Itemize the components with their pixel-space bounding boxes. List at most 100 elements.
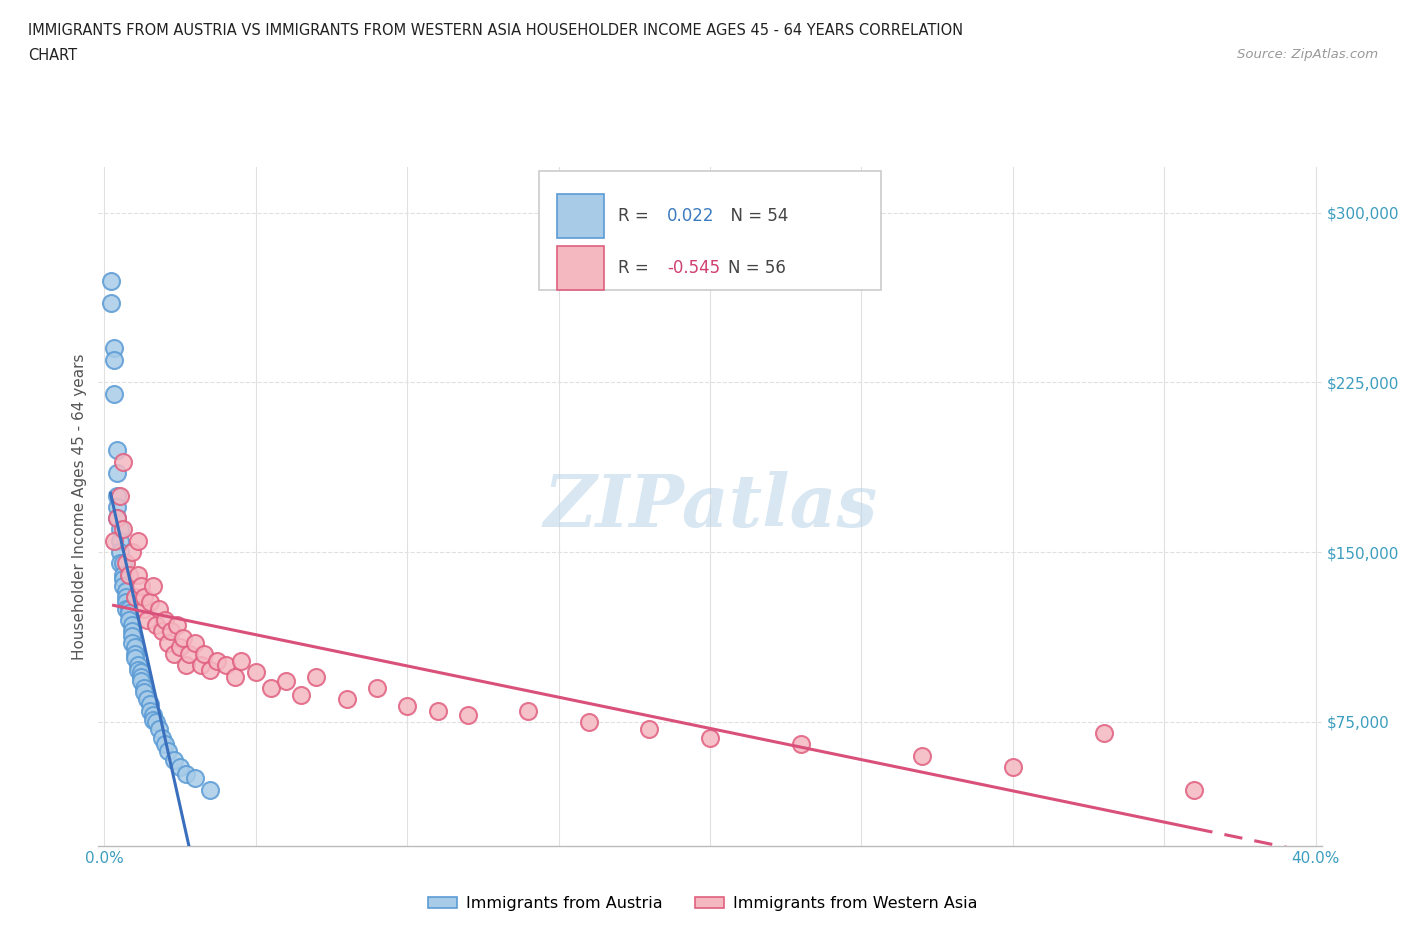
Point xyxy=(105,499,128,514)
Point xyxy=(121,545,143,560)
Text: 0.022: 0.022 xyxy=(668,207,714,225)
Point xyxy=(124,651,146,666)
Point xyxy=(124,646,146,661)
Point xyxy=(103,341,125,356)
Text: R =: R = xyxy=(619,207,654,225)
Point xyxy=(108,522,131,537)
Point xyxy=(1001,760,1024,775)
Y-axis label: Householder Income Ages 45 - 64 years: Householder Income Ages 45 - 64 years xyxy=(72,353,87,660)
Point xyxy=(132,681,155,696)
Point xyxy=(139,697,162,711)
Point xyxy=(111,567,134,582)
Point xyxy=(108,556,131,571)
Point xyxy=(108,545,131,560)
Point xyxy=(1184,782,1206,797)
Point xyxy=(127,534,149,549)
Point xyxy=(184,771,207,786)
Point xyxy=(426,703,449,718)
Point xyxy=(790,737,813,751)
Point xyxy=(129,665,152,680)
Point xyxy=(699,730,721,745)
Point xyxy=(121,635,143,650)
Point xyxy=(224,670,246,684)
Point xyxy=(111,578,134,593)
Point xyxy=(103,534,125,549)
Point xyxy=(172,631,194,645)
Point xyxy=(163,646,186,661)
Text: CHART: CHART xyxy=(28,48,77,63)
Point xyxy=(105,511,128,525)
Point xyxy=(184,635,207,650)
Point xyxy=(229,653,252,668)
Point xyxy=(166,618,188,632)
Point xyxy=(135,613,157,628)
Point xyxy=(153,737,176,751)
Point xyxy=(190,658,212,672)
Point xyxy=(129,670,152,684)
Point xyxy=(145,714,167,729)
Point xyxy=(200,782,222,797)
Text: R =: R = xyxy=(619,259,654,277)
Text: -0.545: -0.545 xyxy=(668,259,720,277)
Point xyxy=(105,443,128,458)
Text: Source: ZipAtlas.com: Source: ZipAtlas.com xyxy=(1237,48,1378,61)
Point xyxy=(127,662,149,677)
Point xyxy=(100,273,122,288)
Point xyxy=(121,624,143,639)
Point xyxy=(276,673,298,688)
Point xyxy=(366,681,388,696)
Point xyxy=(169,640,191,655)
Point xyxy=(260,681,283,696)
Point xyxy=(193,646,215,661)
Point xyxy=(118,602,141,617)
FancyBboxPatch shape xyxy=(557,246,603,290)
Point xyxy=(214,658,236,672)
Point xyxy=(105,511,128,525)
Point xyxy=(108,534,131,549)
Point xyxy=(124,590,146,604)
Point xyxy=(132,590,155,604)
Point xyxy=(118,613,141,628)
Point xyxy=(114,583,136,598)
Text: IMMIGRANTS FROM AUSTRIA VS IMMIGRANTS FROM WESTERN ASIA HOUSEHOLDER INCOME AGES : IMMIGRANTS FROM AUSTRIA VS IMMIGRANTS FR… xyxy=(28,23,963,38)
Point xyxy=(111,572,134,587)
Point xyxy=(127,658,149,672)
Point xyxy=(205,653,228,668)
Point xyxy=(174,658,197,672)
Point xyxy=(127,567,149,582)
Point xyxy=(114,594,136,609)
Point xyxy=(135,692,157,707)
Point xyxy=(150,624,173,639)
Text: N = 54: N = 54 xyxy=(720,207,789,225)
FancyBboxPatch shape xyxy=(538,171,882,289)
Point xyxy=(142,712,165,727)
Point xyxy=(129,673,152,688)
Point xyxy=(111,522,134,537)
Point xyxy=(139,594,162,609)
Point xyxy=(108,488,131,503)
Point xyxy=(148,602,170,617)
Point xyxy=(305,670,328,684)
FancyBboxPatch shape xyxy=(557,193,603,238)
Point xyxy=(174,766,197,781)
Point xyxy=(114,590,136,604)
Point xyxy=(179,646,201,661)
Point xyxy=(150,730,173,745)
Point xyxy=(105,466,128,481)
Point xyxy=(100,296,122,311)
Point xyxy=(457,708,479,723)
Point xyxy=(124,640,146,655)
Point xyxy=(578,714,600,729)
Point xyxy=(336,692,359,707)
Point xyxy=(245,665,267,680)
Point xyxy=(121,629,143,644)
Point xyxy=(290,687,312,702)
Point xyxy=(132,602,155,617)
Point xyxy=(163,753,186,768)
Point xyxy=(129,578,152,593)
Point xyxy=(105,488,128,503)
Point xyxy=(169,760,191,775)
Point xyxy=(160,624,183,639)
Point xyxy=(118,605,141,620)
Point xyxy=(1092,725,1115,740)
